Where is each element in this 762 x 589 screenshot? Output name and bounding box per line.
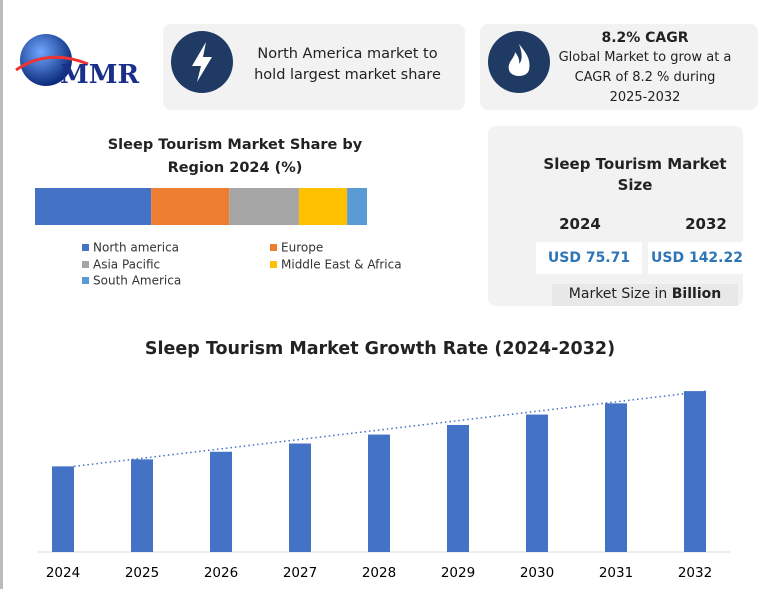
legend-label: Europe bbox=[281, 241, 323, 255]
bar-segment bbox=[151, 188, 230, 225]
market-size-value: USD 75.71 bbox=[536, 242, 642, 274]
x-tick-label: 2025 bbox=[125, 565, 159, 581]
unit-prefix: Market Size in bbox=[568, 286, 668, 302]
x-tick-label: 2026 bbox=[204, 565, 238, 581]
chart-title: Sleep Tourism Market Growth Rate (2024-2… bbox=[144, 339, 616, 359]
x-tick-label: 2029 bbox=[441, 565, 475, 581]
legend-label: Asia Pacific bbox=[93, 258, 160, 272]
unit-note: Market Size in Billion bbox=[552, 284, 738, 306]
unit: Billion bbox=[671, 286, 722, 302]
bar bbox=[684, 391, 706, 552]
bar-segment bbox=[347, 188, 367, 225]
card-text: North America market to hold largest mar… bbox=[254, 46, 441, 83]
market-size-title: Sleep Tourism Market Size bbox=[543, 155, 727, 194]
logo: MMR bbox=[15, 34, 140, 90]
bar-segment bbox=[35, 188, 152, 225]
legend-label: South America bbox=[93, 274, 181, 288]
legend-label: North america bbox=[93, 241, 179, 255]
logo-text: MMR bbox=[60, 60, 140, 90]
x-tick-label: 2024 bbox=[46, 565, 80, 581]
chart-title: Sleep Tourism Market Share by Region 202… bbox=[107, 137, 363, 176]
bar bbox=[289, 443, 311, 552]
logo-globe bbox=[20, 34, 72, 86]
card-title: 8.2% CAGR bbox=[601, 30, 689, 46]
lightning-icon bbox=[171, 31, 233, 93]
bar bbox=[52, 466, 74, 552]
legend-swatch bbox=[270, 244, 277, 251]
bar bbox=[210, 451, 232, 552]
x-tick-label: 2031 bbox=[599, 565, 633, 581]
bar bbox=[447, 424, 469, 552]
legend-swatch bbox=[82, 277, 89, 284]
x-tick-label: 2032 bbox=[678, 565, 712, 581]
legend-label: Middle East & Africa bbox=[281, 258, 402, 272]
logo-swoosh bbox=[15, 55, 89, 72]
legend-swatch bbox=[82, 244, 89, 251]
x-tick-label: 2030 bbox=[520, 565, 554, 581]
bar-segment bbox=[229, 188, 299, 225]
legend-swatch bbox=[82, 261, 89, 268]
left-border bbox=[0, 0, 3, 589]
bar bbox=[605, 403, 627, 552]
year-label: 2032 bbox=[685, 215, 727, 233]
x-tick-label: 2028 bbox=[362, 565, 396, 581]
market-size-value: USD 142.22 bbox=[648, 242, 746, 274]
bar bbox=[368, 434, 390, 552]
flame-icon bbox=[488, 31, 550, 93]
bar bbox=[526, 414, 548, 552]
year-label: 2024 bbox=[559, 215, 601, 233]
x-tick-label: 2027 bbox=[283, 565, 317, 581]
bar bbox=[131, 459, 153, 552]
market-size-card bbox=[488, 126, 743, 306]
legend-swatch bbox=[270, 261, 277, 268]
card-text: Global Market to grow at a CAGR of 8.2 %… bbox=[558, 50, 732, 105]
bar-segment bbox=[298, 188, 348, 225]
